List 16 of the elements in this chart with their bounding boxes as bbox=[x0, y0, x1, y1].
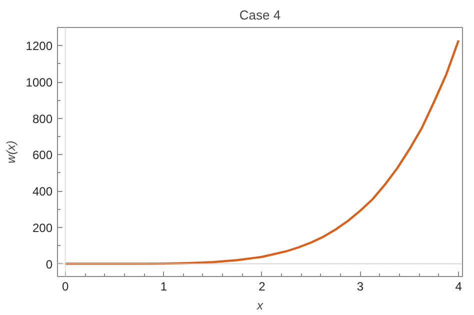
y-tick-label: 1000 bbox=[26, 76, 53, 90]
x-tick-label: 0 bbox=[62, 280, 70, 294]
x-tick-label: 2 bbox=[258, 280, 266, 294]
chart-title: Case 4 bbox=[239, 8, 281, 22]
y-tick-label: 200 bbox=[32, 220, 53, 235]
x-axis-title: x bbox=[256, 298, 264, 312]
y-axis-title: w(x) bbox=[4, 140, 18, 164]
y-tick-label: 1200 bbox=[26, 39, 53, 54]
x-tick-label: 4 bbox=[455, 280, 462, 294]
line-series bbox=[64, 39, 460, 265]
y-tick-label: 400 bbox=[32, 184, 53, 199]
x-tick-label: 1 bbox=[160, 280, 168, 294]
y-tick-label: 600 bbox=[32, 148, 53, 162]
y-tick-label: 0 bbox=[46, 257, 53, 272]
x-tick-label: 3 bbox=[356, 280, 364, 294]
y-tick-label: 800 bbox=[32, 112, 53, 126]
